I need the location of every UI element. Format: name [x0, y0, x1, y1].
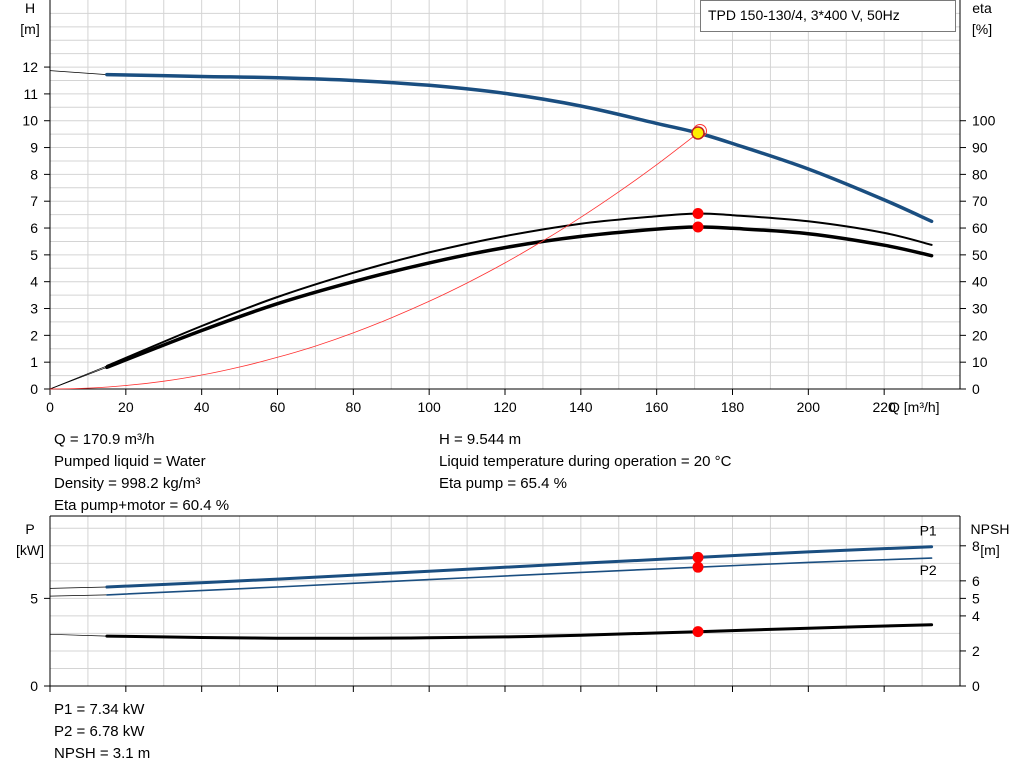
npsh-curve	[105, 623, 934, 640]
y-tick-label-left: 7	[30, 193, 38, 209]
y-tick-label-right: 70	[972, 193, 988, 209]
y-tick-label-left: 11	[23, 86, 38, 102]
y-tick-label-right: 0	[972, 381, 980, 397]
head-extension-line	[49, 70, 107, 75]
x-tick-label: 160	[645, 399, 669, 415]
y-tick-label-left: 2	[30, 327, 38, 343]
y-axis-label-right: [%]	[972, 21, 992, 37]
operating-point-marker	[692, 221, 704, 233]
y-tick-label-left: 10	[22, 113, 38, 129]
head-efficiency-plot: 0 20 40 60 80 100 120 140 160 180 200 2200123456789…	[20, 0, 996, 415]
y-axis-label-left: [kW]	[16, 542, 44, 558]
readout-top-right: H = 9.544 m Liquid temperature during op…	[439, 429, 731, 495]
x-tick-label: 140	[569, 399, 593, 415]
grid	[50, 0, 960, 389]
y-tick-label-right: 80	[972, 166, 988, 182]
operating-point-marker	[692, 626, 704, 638]
eta-pump-motor-extension-line	[49, 366, 108, 390]
y-axis-label-right: NPSH	[971, 521, 1010, 537]
x-tick-label: 180	[721, 399, 745, 415]
p2-curve	[106, 557, 933, 596]
y-axis-label-left: H	[25, 0, 35, 16]
y-tick-label-left: 12	[22, 59, 38, 75]
y-tick-label-right: 40	[972, 274, 988, 290]
eta-pump-motor-curve	[105, 225, 934, 370]
x-tick-label: 60	[270, 399, 286, 415]
y-tick-label-right: 20	[972, 327, 988, 343]
y-tick-label-right: 2	[972, 643, 980, 659]
readout-p2: P2 = 6.78 kW	[54, 723, 145, 740]
x-tick-label: 20	[118, 399, 134, 415]
y-tick-label-left: 0	[30, 381, 38, 397]
p2-extension-line	[49, 594, 107, 597]
y-tick-label-left: 9	[30, 140, 38, 156]
y-tick-label-right: 50	[972, 247, 988, 263]
duty-point-marker	[691, 126, 705, 140]
y-tick-label-right: 30	[972, 301, 988, 317]
y-tick-label-left: 1	[30, 354, 38, 370]
readout-liquid: Pumped liquid = Water	[54, 453, 206, 470]
y-tick-label-left: 3	[30, 301, 38, 317]
npsh-extension-line	[49, 633, 107, 637]
y-axis-label-right: [m]	[980, 542, 999, 558]
readout-p1: P1 = 7.34 kW	[54, 701, 145, 718]
y-tick-label-right: 8	[972, 538, 980, 554]
readout-top-left: Q = 170.9 m³/h Pumped liquid = Water Den…	[54, 429, 229, 517]
y-axis-label-left: P	[25, 521, 34, 537]
x-tick-label: 0	[46, 399, 54, 415]
p2-series-label: P2	[920, 562, 937, 578]
y-tick-label-left: 6	[30, 220, 38, 236]
system-curve-curve	[49, 132, 699, 390]
pump-title-text: TPD 150-130/4, 3*400 V, 50Hz	[708, 7, 900, 23]
y-tick-label-right: 0	[972, 678, 980, 694]
y-tick-label-right: 6	[972, 573, 980, 589]
operating-point-marker	[692, 561, 704, 573]
y-tick-label-left: 4	[30, 274, 38, 290]
y-tick-label-right: 90	[972, 140, 988, 156]
y-tick-label-right: 4	[972, 608, 980, 624]
y-tick-label-right: 5	[972, 590, 980, 606]
x-tick-label: 220	[872, 399, 896, 415]
x-tick-label: 80	[346, 399, 362, 415]
readout-head: H = 9.544 m	[439, 431, 522, 448]
head-curve	[105, 72, 934, 224]
y-tick-label-right: 100	[972, 113, 996, 129]
readout-flow: Q = 170.9 m³/h	[54, 431, 155, 448]
y-axis-label-right: eta	[972, 0, 992, 16]
y-axis-label-left: [m]	[20, 21, 39, 37]
p1-series-label: P1	[920, 523, 937, 539]
y-tick-label-left: 8	[30, 166, 38, 182]
y-tick-label-left: 5	[30, 590, 38, 606]
y-tick-label-left: 5	[30, 247, 38, 263]
y-tick-label-right: 60	[972, 220, 988, 236]
readout-eta-pump-motor: Eta pump+motor = 60.4 %	[54, 497, 230, 514]
readout-npsh: NPSH = 3.1 m	[54, 745, 151, 762]
readout-temperature: Liquid temperature during operation = 20…	[439, 453, 732, 470]
p1-curve	[105, 545, 934, 589]
x-tick-label: 100	[417, 399, 441, 415]
operating-point-marker	[692, 551, 704, 563]
p1-extension-line	[49, 586, 107, 589]
y-tick-label-left: 0	[30, 678, 38, 694]
x-axis-label: Q [m³/h]	[889, 399, 940, 415]
pump-title-box: TPD 150-130/4, 3*400 V, 50Hz	[700, 0, 956, 32]
readout-eta-pump: Eta pump = 65.4 %	[439, 475, 567, 492]
readout-density: Density = 998.2 kg/m³	[54, 475, 201, 492]
eta-pump-curve	[105, 212, 933, 367]
grid	[50, 516, 960, 686]
readout-bottom-left: P1 = 7.34 kW P2 = 6.78 kW NPSH = 3.1 m	[54, 699, 150, 765]
x-tick-label: 40	[194, 399, 210, 415]
x-tick-label: 120	[493, 399, 517, 415]
operating-point-marker	[692, 208, 704, 220]
x-tick-label: 200	[797, 399, 821, 415]
pump-title-frame	[700, 0, 956, 32]
y-tick-label-right: 10	[972, 354, 988, 370]
